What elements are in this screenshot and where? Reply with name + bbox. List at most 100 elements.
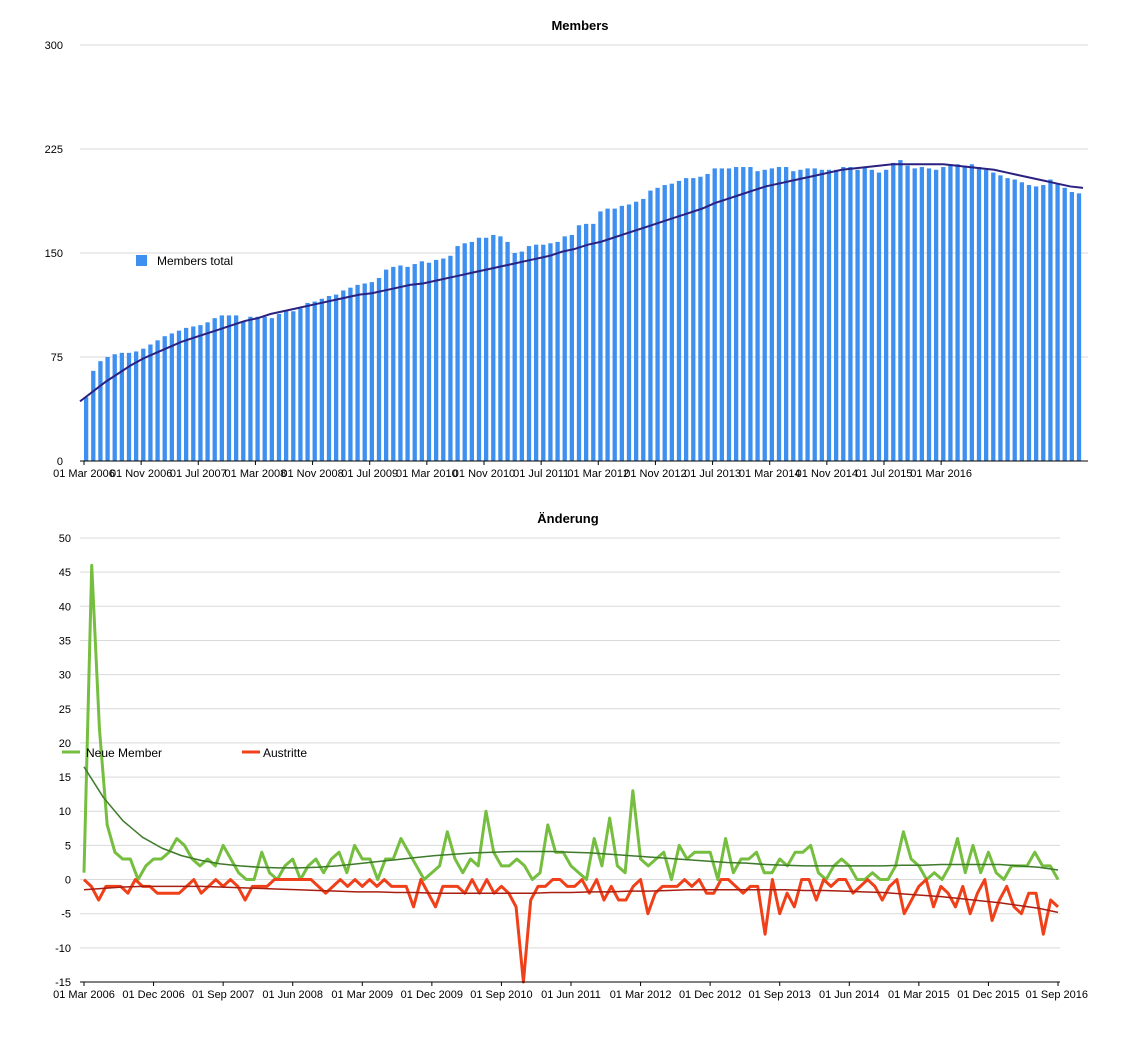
bar: [505, 241, 510, 461]
austritte-line: [82, 878, 1060, 984]
y-tick-label: 25: [59, 704, 71, 716]
bar: [969, 164, 974, 461]
x-tick-label: 01 Dec 2015: [957, 989, 1019, 1001]
bar: [905, 165, 910, 461]
bar: [1048, 179, 1053, 461]
x-tick-label: 01 Mar 2012: [610, 989, 672, 1001]
bar: [1012, 179, 1017, 461]
bar: [819, 169, 824, 462]
bar: [534, 244, 539, 461]
bar: [791, 171, 796, 461]
bar: [205, 322, 210, 461]
bar: [469, 241, 474, 461]
bar: [1026, 185, 1032, 462]
bar: [984, 169, 989, 462]
bar: [291, 311, 296, 461]
x-tick-label: 01 Mar 2006: [53, 989, 115, 1001]
bar: [484, 237, 489, 461]
bar: [719, 168, 724, 461]
bar: [612, 208, 617, 461]
bar: [148, 344, 153, 461]
x-tick-label: 01 Mar 2012: [567, 468, 629, 480]
bar: [1019, 182, 1024, 461]
bar: [1062, 187, 1067, 461]
x-tick-label: 01 Jul 2013: [684, 468, 741, 480]
bar: [898, 160, 903, 461]
x-tick-label: 01 Jul 2009: [341, 468, 398, 480]
bar: [241, 320, 246, 461]
bar: [705, 173, 710, 461]
bar: [569, 234, 574, 461]
x-tick-label: 01 Nov 2006: [110, 468, 172, 480]
bar: [362, 283, 367, 461]
y-tick-label: -10: [55, 943, 71, 955]
bar: [284, 311, 289, 461]
bar: [698, 176, 703, 462]
bar: [641, 198, 646, 462]
bar: [598, 211, 603, 461]
bar: [976, 167, 982, 461]
members-trendline: [79, 163, 1084, 403]
bar: [334, 294, 339, 461]
bar: [384, 269, 389, 461]
bar: [798, 169, 803, 462]
bar: [662, 185, 667, 462]
bar: [1076, 193, 1082, 461]
members-legend: Members total: [136, 254, 233, 268]
neue-member-line: [82, 563, 1060, 882]
bar: [319, 298, 324, 461]
bar: [548, 243, 553, 461]
bar: [941, 167, 946, 461]
x-tick-label: 01 Jun 2008: [262, 989, 323, 1001]
x-tick-label: 01 Sep 2013: [749, 989, 811, 1001]
bar: [441, 258, 446, 461]
bar: [234, 315, 239, 461]
y-tick-label: 20: [59, 738, 71, 750]
bar: [269, 318, 274, 461]
legend-label-austritte: Austritte: [263, 746, 307, 760]
aenderung-x-tick-labels: 01 Mar 2006 01 Dec 2006 01 Sep 2007 01 Jun …: [53, 982, 1088, 1001]
y-tick-label: 75: [51, 352, 63, 364]
bar: [991, 172, 996, 461]
bar: [591, 223, 596, 461]
bar: [841, 167, 846, 461]
bar: [91, 370, 96, 461]
bar: [691, 178, 696, 461]
bar: [826, 169, 832, 462]
legend-label-neue-member: Neue Member: [86, 746, 162, 760]
aenderung-chart: Änderung -15 -10 -5 0 5 10 15 20 25 30 35 40 45 50 01…: [53, 511, 1088, 1001]
x-tick-label: 01 Mar 2009: [331, 989, 393, 1001]
x-tick-label: 01 Sep 2010: [470, 989, 532, 1001]
x-tick-label: 01 Dec 2006: [122, 989, 184, 1001]
x-tick-label: 01 Jun 2014: [819, 989, 880, 1001]
bar: [669, 183, 674, 462]
members-bars: [84, 160, 1082, 462]
x-tick-label: 01 Jul 2007: [170, 468, 227, 480]
bar: [626, 204, 632, 461]
bar: [448, 255, 453, 461]
y-tick-label: 30: [59, 670, 71, 682]
x-tick-label: 01 Mar 2006: [53, 468, 115, 480]
aenderung-legend: Neue Member Austritte: [62, 746, 307, 760]
bar: [376, 277, 382, 461]
bar: [462, 243, 467, 461]
bar: [426, 262, 432, 461]
bar: [455, 246, 460, 461]
bar: [219, 315, 224, 461]
aenderung-lines: [82, 563, 1060, 984]
members-y-tick-labels: 0 75 150 225 300: [45, 40, 63, 468]
x-tick-label: 01 Sep 2007: [192, 989, 254, 1001]
y-tick-label: 0: [65, 875, 71, 887]
bar: [741, 167, 746, 461]
bar: [776, 167, 782, 461]
aenderung-gridlines: [80, 537, 1060, 949]
x-tick-label: 01 Mar 2014: [739, 468, 801, 480]
bar: [212, 318, 217, 461]
bar: [276, 314, 282, 461]
y-tick-label: 5: [65, 840, 71, 852]
x-tick-label: 01 Nov 2008: [281, 468, 343, 480]
bar: [805, 168, 810, 461]
bar: [762, 169, 767, 462]
